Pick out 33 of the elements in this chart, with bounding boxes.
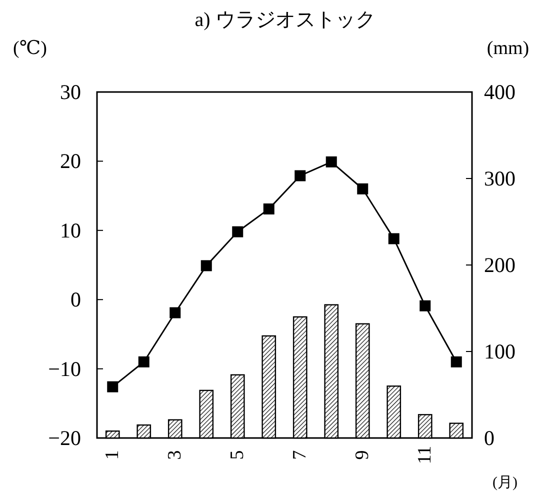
- y2-tick-label: 100: [484, 340, 516, 364]
- y-axis-title: (℃): [13, 38, 47, 59]
- y-tick-label: 30: [60, 80, 81, 104]
- point: [388, 233, 400, 244]
- point: [263, 203, 274, 214]
- y2-tick-label: 400: [484, 80, 516, 104]
- x-tick-label: 7: [290, 450, 311, 460]
- y2-axis-title: (mm): [486, 38, 530, 59]
- point: [420, 300, 431, 312]
- x-axis-title: (月): [492, 475, 518, 491]
- point: [357, 183, 368, 194]
- point: [138, 356, 150, 368]
- point: [200, 260, 212, 272]
- x-tick-label: 9: [352, 450, 374, 460]
- point: [170, 307, 181, 318]
- point: [107, 381, 118, 392]
- x-tick-label: 1: [102, 450, 124, 460]
- chart-title: a) ウラジオストック: [194, 9, 376, 31]
- y2-tick-label: 0: [484, 426, 494, 450]
- y-tick-label: −20: [48, 426, 81, 450]
- y2-tick-label: 200: [484, 253, 516, 277]
- y-tick-label: 0: [70, 288, 81, 312]
- y-tick-label: −10: [48, 356, 81, 381]
- y-tick-label: 20: [60, 149, 81, 174]
- x-tick-label: 3: [164, 450, 186, 460]
- point: [232, 226, 244, 238]
- x-tick-label: 5: [227, 450, 248, 460]
- point: [294, 170, 306, 182]
- x-tick-label: 11: [414, 446, 436, 464]
- point: [450, 356, 462, 368]
- y-tick-label: 10: [60, 218, 81, 242]
- point: [326, 156, 337, 168]
- y2-tick-label: 300: [484, 166, 516, 190]
